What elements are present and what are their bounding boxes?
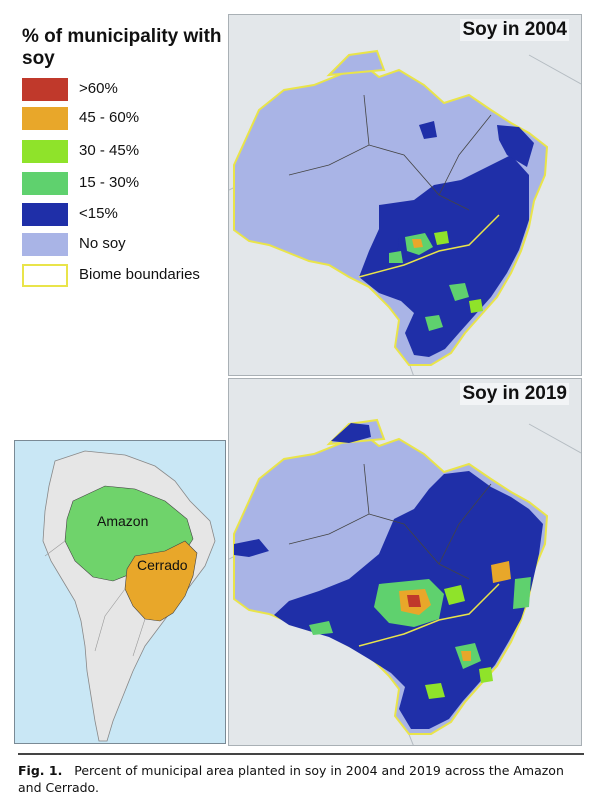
legend-swatch <box>22 78 68 101</box>
soy-lt15-area <box>359 155 529 357</box>
legend-label: 15 - 30% <box>79 174 140 191</box>
legend-label: <15% <box>79 205 118 222</box>
map-panel-2004: Soy in 2004 <box>228 14 582 376</box>
cerrado-label: Cerrado <box>137 557 188 573</box>
legend-swatch <box>22 264 68 287</box>
legend-label: Biome boundaries <box>79 266 200 283</box>
soy-map-2019 <box>229 379 581 745</box>
legend-swatch <box>22 233 68 256</box>
amazon-label: Amazon <box>97 513 149 529</box>
legend-label: >60% <box>79 80 118 97</box>
legend-title: % of municipality with soy <box>22 26 222 69</box>
map-title-2004: Soy in 2004 <box>460 19 569 41</box>
legend-label: 30 - 45% <box>79 142 140 159</box>
legend-label: 45 - 60% <box>79 109 140 126</box>
legend-label: No soy <box>79 235 126 252</box>
figure-caption: Fig. 1. Percent of municipal area plante… <box>18 762 588 796</box>
caption-rule <box>18 753 584 755</box>
legend-swatch <box>22 172 68 195</box>
legend-swatch <box>22 140 68 163</box>
caption-text: Percent of municipal area planted in soy… <box>18 763 564 795</box>
inset-map: Amazon Cerrado <box>14 440 226 744</box>
legend-swatch <box>22 107 68 130</box>
soy-map-2004 <box>229 15 581 375</box>
caption-label: Fig. 1. <box>18 763 63 778</box>
map-panel-2019: Soy in 2019 <box>228 378 582 746</box>
map-title-2019: Soy in 2019 <box>460 383 569 405</box>
south-america-map <box>15 441 225 743</box>
legend-swatch <box>22 203 68 226</box>
